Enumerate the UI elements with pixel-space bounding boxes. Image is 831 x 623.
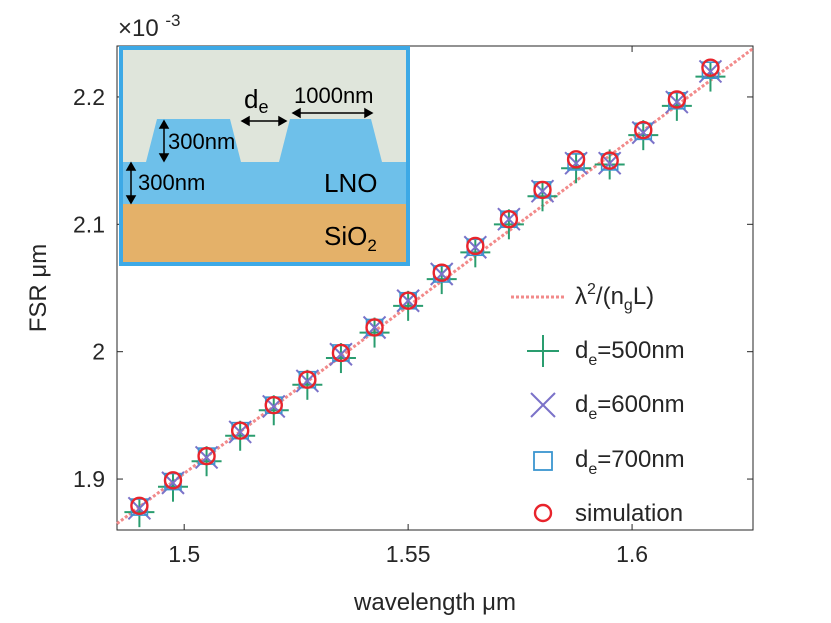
point-plus (628, 120, 659, 151)
point-plus (191, 446, 222, 477)
y-tick-label: 2.1 (73, 211, 105, 237)
point-plus (292, 369, 323, 400)
legend-item-500: de=500nm (527, 335, 685, 369)
point-circle (600, 151, 619, 170)
point-circle (197, 446, 216, 466)
point-circle (566, 150, 586, 169)
slab-arrowhead-top (125, 161, 137, 171)
width-arrowhead-right (364, 107, 374, 119)
legend-item-700: de=700nm (533, 446, 685, 478)
legend: λ2/(ngL) de=500nm de=600nm de=700nm (511, 281, 685, 527)
slab-arrowhead-bottom (125, 195, 137, 205)
width-label: 1000nm (294, 83, 374, 108)
point-circle (230, 421, 250, 440)
point-circle (701, 58, 720, 77)
x-tick-label: 1.6 (616, 541, 648, 567)
point-plus (393, 290, 424, 321)
point-circle (667, 90, 687, 109)
exponent-power: -3 (165, 11, 180, 30)
x-tick-label: 1.5 (168, 541, 200, 567)
legend-label-600: de=600nm (575, 391, 685, 423)
point-plus (661, 90, 692, 121)
y-axis-label: FSR μm (25, 244, 52, 333)
point-circle (264, 395, 283, 415)
point-circle (365, 318, 384, 337)
inset-border (119, 46, 410, 266)
x-tick-label: 1.55 (386, 541, 431, 567)
legend-circle-marker (533, 503, 553, 523)
lno-slab (121, 162, 408, 204)
point-circle (398, 291, 418, 310)
point-plus (426, 264, 457, 295)
inset-cross-section: de 1000nm 300nm 300nm LNO SiO2 (119, 46, 410, 266)
marker-group (124, 58, 726, 528)
point-plus (258, 395, 289, 426)
legend-item-600: de=600nm (530, 391, 685, 423)
width-arrowhead-left (291, 107, 301, 119)
legend-item-simulation: simulation (533, 500, 683, 527)
de-arrowhead-right (278, 115, 288, 127)
point-circle (331, 343, 351, 363)
legend-label-500: de=500nm (575, 337, 685, 369)
y-tick-label: 2.2 (73, 84, 105, 110)
point-circle (298, 370, 317, 389)
point-plus (460, 237, 491, 268)
point-circle (533, 180, 552, 200)
point-circle (466, 236, 485, 256)
sio2-layer (121, 204, 408, 264)
legend-plus-marker (527, 335, 559, 367)
legend-label-700: de=700nm (575, 446, 685, 478)
y-tick-label: 2 (92, 339, 105, 365)
point-plus (225, 420, 256, 451)
x-axis-label: wavelength μm (353, 589, 516, 616)
point-plus (527, 181, 558, 212)
point-circle (130, 496, 149, 515)
point-circle (163, 471, 183, 490)
exponent-label: ×10 -3 (118, 11, 181, 42)
lno-ridge-left (121, 119, 241, 162)
point-plus (493, 209, 524, 240)
slab-height-label: 300nm (138, 170, 205, 195)
legend-x-marker (530, 392, 556, 418)
sio2-label: SiO2 (324, 221, 377, 255)
legend-square-marker (533, 451, 553, 471)
de-arrowhead-left (240, 115, 250, 127)
point-plus (325, 343, 356, 374)
de-label: de (244, 84, 268, 117)
ridge-height-label: 300nm (168, 129, 235, 154)
plot-frame (116, 45, 754, 531)
point-circle (499, 210, 519, 229)
tick-group: 1.5 1.55 1.6 1.9 2 2.1 2.2 (73, 46, 753, 567)
exponent-base: ×10 (118, 15, 159, 42)
legend-fit-label: λ2/(ngL) (575, 281, 654, 314)
legend-label-simulation: simulation (575, 500, 683, 527)
y-tick-label: 1.9 (73, 466, 105, 492)
point-plus (124, 497, 155, 528)
point-plus (359, 317, 390, 348)
point-circle (634, 120, 653, 140)
point-plus (157, 471, 188, 502)
point-circle (432, 263, 451, 282)
ridge-arrowhead-bottom (158, 153, 170, 163)
lno-ridge-right (279, 119, 382, 162)
ridge-arrowhead-top (158, 119, 170, 129)
lno-label: LNO (324, 168, 377, 198)
